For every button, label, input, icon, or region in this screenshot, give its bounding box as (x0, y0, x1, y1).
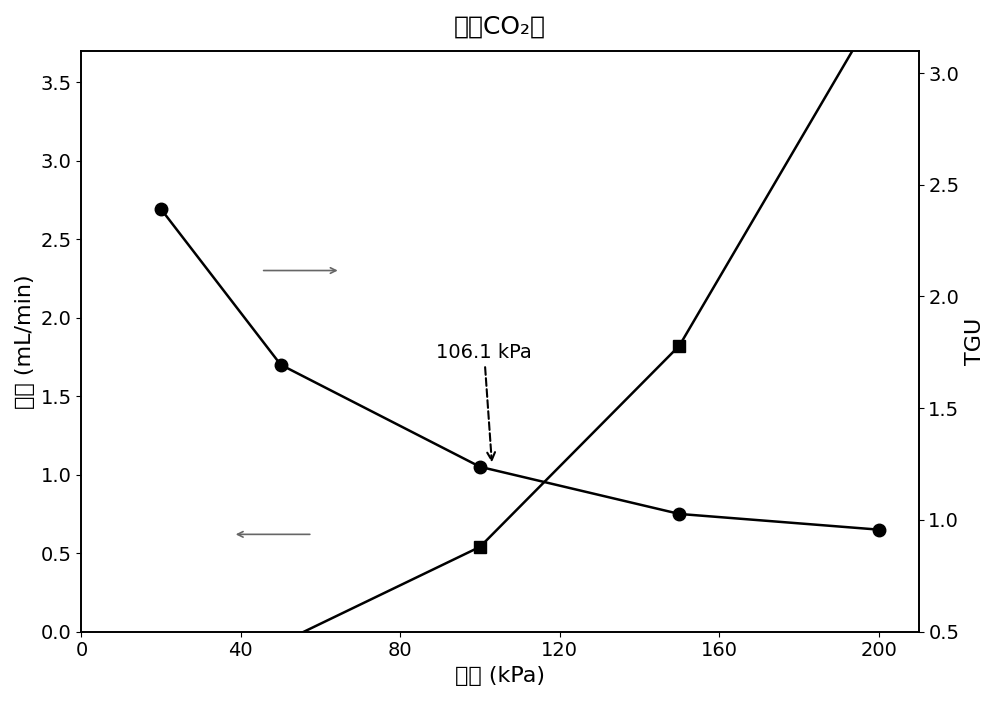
Text: 106.1 kPa: 106.1 kPa (436, 343, 532, 460)
Title: 通入CO₂前: 通入CO₂前 (454, 15, 546, 39)
X-axis label: 压力 (kPa): 压力 (kPa) (455, 666, 545, 686)
Y-axis label: 流速 (mL/min): 流速 (mL/min) (15, 274, 35, 409)
Y-axis label: TGU: TGU (965, 318, 985, 365)
